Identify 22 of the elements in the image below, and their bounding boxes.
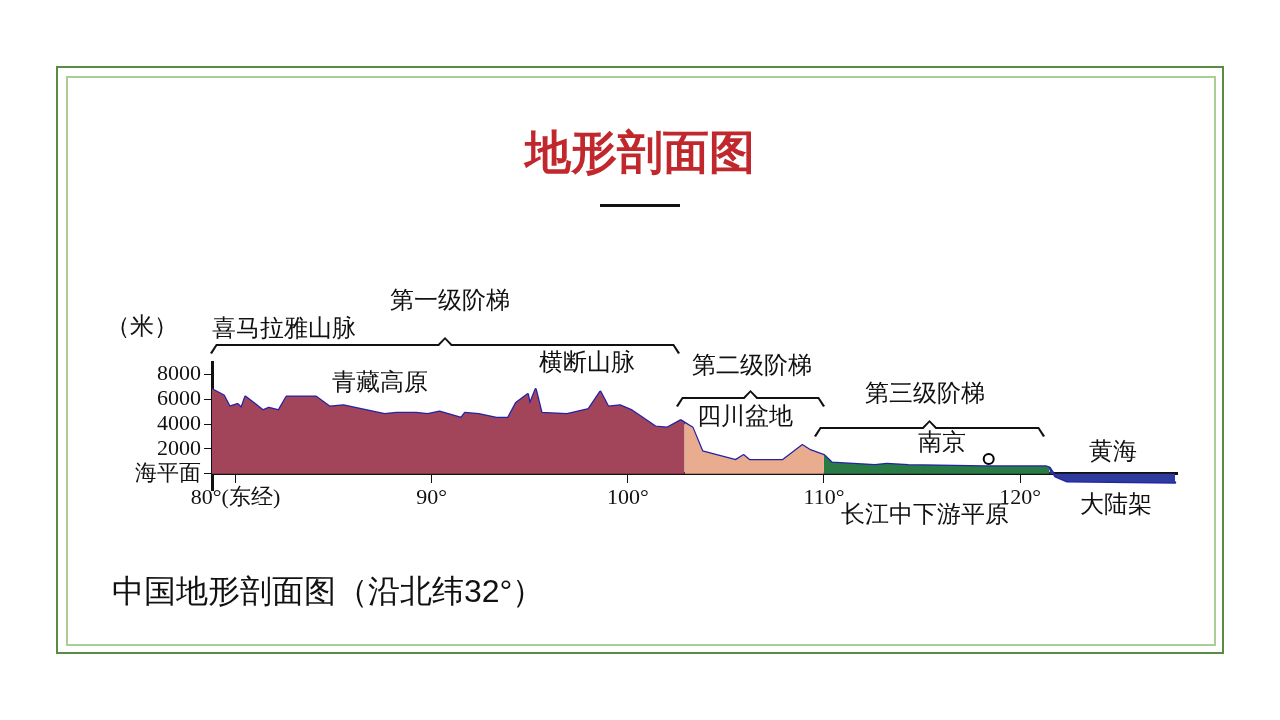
y-tick-label: 4000 (157, 409, 201, 435)
text: 中国地形剖面图（沿北纬32°） (112, 572, 545, 611)
text: 喜马拉雅山脉 (212, 314, 356, 342)
y-axis-title: （米） (106, 313, 178, 340)
x-tick-label: 90° (416, 483, 448, 509)
y-tick-label: 2000 (157, 434, 201, 460)
text: 大陆架 (1080, 490, 1152, 518)
chart-title: 地形剖面图 (522, 125, 756, 180)
annotation: 青藏高原 (332, 368, 428, 396)
y-tick-label: 6000 (157, 385, 201, 411)
x-tick-label: 100° (606, 483, 649, 509)
annotation: 第二级阶梯 (692, 351, 812, 379)
annotation: 四川盆地 (697, 402, 793, 430)
annotation: 黄海 (1089, 437, 1137, 465)
annotation: 横断山脉 (539, 348, 635, 376)
x-tick-label: 110° (803, 483, 845, 509)
y-tick-label: 8000 (157, 360, 201, 386)
annotation: 南京 (918, 428, 966, 456)
x-tick-label: 80°(东经) (190, 483, 281, 509)
annotation: 第三级阶梯 (865, 379, 985, 407)
text: 第一级阶梯 (390, 286, 510, 314)
y-tick-label: 海平面 (135, 459, 201, 485)
